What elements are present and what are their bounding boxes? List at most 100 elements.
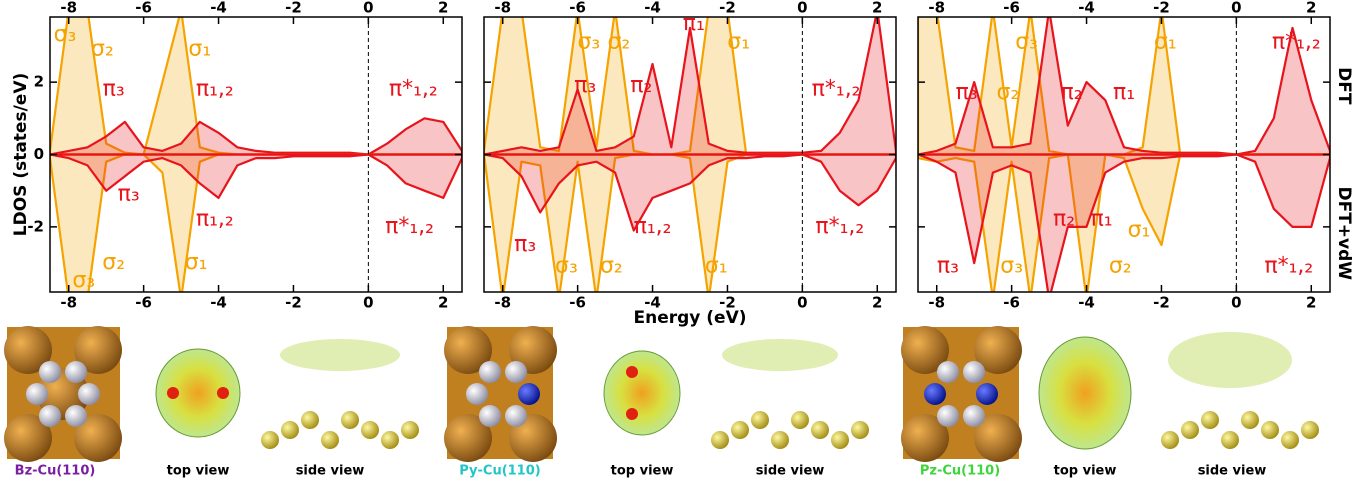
x-tick-label-top: 0 (1231, 0, 1241, 17)
x-tick-label: 0 (363, 294, 373, 312)
side-label: DFT (1334, 67, 1354, 105)
peak-label: σ₁ (705, 254, 728, 279)
x-tick-label-top: -8 (60, 0, 77, 17)
y-tick-label: 0 (34, 145, 44, 163)
x-tick-label: -6 (569, 294, 586, 312)
x-tick-label: -8 (60, 294, 77, 312)
x-tick-label: -2 (285, 294, 302, 312)
ldos-curve (50, 153, 462, 199)
x-tick-label: 0 (1231, 294, 1241, 312)
peak-label: σ₂ (102, 250, 125, 275)
peak-label: π₃ (937, 254, 959, 279)
peak-label: π₃ (514, 232, 536, 257)
peak-label: σ₁ (188, 37, 211, 62)
ldos-curve (918, 17, 1330, 156)
x-tick-label: 2 (1306, 294, 1316, 312)
peak-label: π₁,₂ (634, 214, 672, 239)
peak-label: π₃ (103, 76, 125, 101)
py-slab-image (444, 326, 557, 462)
x-tick-label: -6 (135, 294, 152, 312)
peak-label: π₁,₂ (196, 76, 234, 101)
x-tick-label: -4 (210, 294, 227, 312)
peak-label: σ₁ (727, 29, 750, 54)
peak-label: σ₂ (1109, 254, 1132, 279)
peak-label: σ₃ (72, 268, 95, 293)
image-caption: Pz-Cu(110) (920, 464, 1000, 479)
x-tick-label: -2 (719, 294, 736, 312)
peak-label: σ₃ (577, 29, 600, 54)
py-top-view (603, 350, 681, 436)
image-caption: top view (1054, 464, 1117, 479)
peak-label: σ₂ (607, 29, 630, 54)
peak-label: π₂ (630, 73, 652, 98)
pz-slab-image (901, 326, 1022, 462)
y-tick-label: 2 (34, 73, 44, 91)
y-axis-label: LDOS (states/eV) (11, 73, 31, 236)
peak-label: σ₂ (91, 37, 114, 62)
peak-label: σ₁ (1128, 217, 1151, 242)
image-caption: side view (1198, 464, 1267, 479)
pz-top-view (1038, 336, 1132, 450)
x-tick-label: -4 (1078, 294, 1095, 312)
ldos-curve (50, 117, 462, 156)
peak-label: π₁ (1113, 80, 1135, 105)
peak-label: π₃ (574, 73, 596, 98)
x-tick-label: 0 (797, 294, 807, 312)
x-tick-label: -8 (494, 294, 511, 312)
x-tick-label-top: -2 (285, 0, 302, 17)
peak-label: σ₂ (600, 254, 623, 279)
peak-label: π₁ (683, 11, 705, 36)
peak-label: π*₁,₂ (1264, 254, 1313, 279)
x-tick-label-top: -2 (719, 0, 736, 17)
x-tick-label-top: 2 (438, 0, 448, 17)
peak-label: σ₃ (54, 22, 77, 47)
x-tick-label-top: 2 (1306, 0, 1316, 17)
peak-label: π*₁,₂ (389, 76, 438, 101)
bz-side-view (261, 339, 419, 449)
x-tick-label-top: -6 (1003, 0, 1020, 17)
x-tick-label-top: -8 (494, 0, 511, 17)
image-caption: side view (756, 464, 825, 479)
bz-top-view (155, 348, 241, 438)
peak-label: σ₁ (1154, 29, 1177, 54)
x-tick-label-top: 0 (363, 0, 373, 17)
peak-label: σ₃ (555, 254, 578, 279)
side-label: DFT+vdW (1334, 186, 1354, 280)
ldos-curve (918, 153, 1330, 292)
x-tick-label-top: -2 (1153, 0, 1170, 17)
x-tick-label: -4 (644, 294, 661, 312)
peak-label: π₂ (1061, 80, 1083, 105)
peak-label: π₃ (118, 181, 140, 206)
x-tick-label-top: -4 (644, 0, 661, 17)
ldos-curve (484, 153, 896, 232)
peak-label: σ₃ (1000, 254, 1023, 279)
x-axis-label: Energy (eV) (633, 308, 746, 328)
image-caption: Bz-Cu(110) (15, 464, 96, 479)
x-tick-label: -6 (1003, 294, 1020, 312)
image-caption: top view (167, 464, 230, 479)
x-tick-label-top: -4 (210, 0, 227, 17)
image-caption: side view (296, 464, 365, 479)
peak-label: π*₁,₂ (812, 76, 861, 101)
x-tick-label: -2 (1153, 294, 1170, 312)
peak-label: σ₂ (997, 80, 1020, 105)
ldos-curve (484, 17, 896, 156)
peak-label: π*₁,₂ (385, 214, 434, 239)
bz-slab-image (4, 326, 122, 462)
x-tick-label-top: -8 (928, 0, 945, 17)
py-side-view (711, 339, 869, 449)
peak-label: σ₁ (185, 250, 208, 275)
peak-label: σ₃ (1015, 29, 1038, 54)
pz-side-view (1161, 332, 1319, 449)
y-tick-label: -2 (27, 217, 44, 235)
image-caption: Py-Cu(110) (459, 464, 540, 479)
x-tick-label-top: 2 (872, 0, 882, 17)
x-tick-label-top: -6 (135, 0, 152, 17)
x-tick-label-top: 0 (797, 0, 807, 17)
peak-label: π₃ (956, 80, 978, 105)
x-tick-label: 2 (438, 294, 448, 312)
x-tick-label-top: -6 (569, 0, 586, 17)
x-tick-label-top: -4 (1078, 0, 1095, 17)
